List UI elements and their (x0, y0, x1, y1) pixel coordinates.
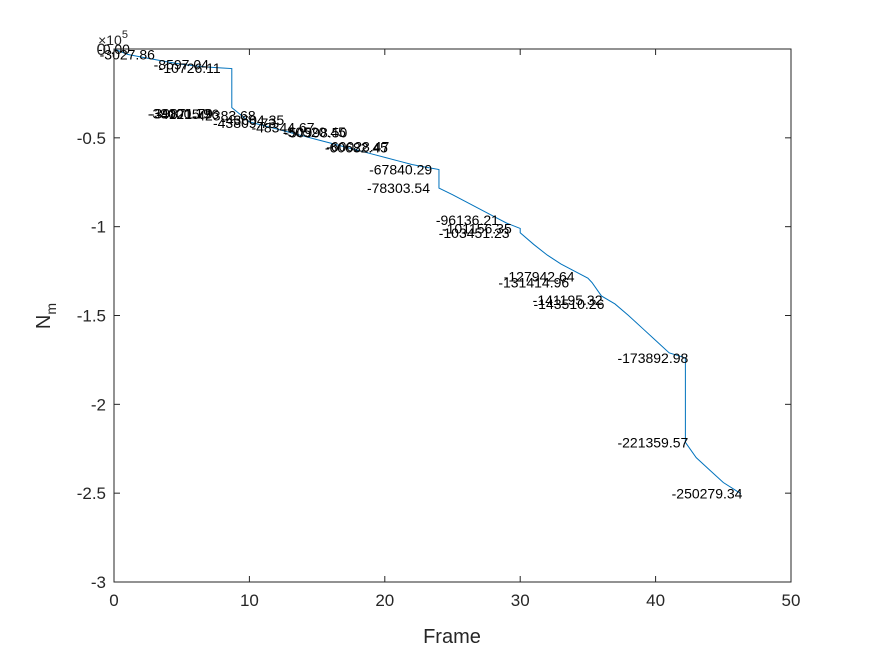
y-tick-label: -1.5 (77, 307, 106, 326)
data-label: -10726.11 (159, 60, 221, 76)
x-tick-label: 0 (109, 591, 118, 610)
data-label: -48344.67 (251, 119, 314, 135)
x-tick-label: 40 (646, 591, 665, 610)
data-label: -67840.29 (369, 162, 432, 178)
y-axis: 0 -0.5 -1 -1.5 -2 -2.5 -3 (77, 40, 791, 592)
data-label-layer: -0.00-3027.86-8597.04-10726.11-39000.19-… (98, 41, 743, 502)
y-exponent-label: ×105 (98, 29, 128, 48)
data-label: -131414.96 (498, 274, 569, 290)
x-axis-label: Frame (423, 626, 481, 648)
data-label: -173892.98 (617, 350, 688, 366)
data-label: -127942.64 (504, 268, 575, 284)
y-tick-label: -1 (91, 218, 106, 237)
series-line (113, 48, 742, 495)
data-label: -43604.35 (221, 112, 284, 128)
x-axis: 0 10 20 30 40 50 (109, 49, 800, 610)
data-label: -60028.47 (326, 139, 389, 155)
data-label: -143510.26 (534, 296, 605, 312)
data-label: -78303.54 (367, 180, 430, 196)
y-axis-label: Nm (33, 303, 59, 329)
y-tick-label: -2.5 (77, 484, 106, 503)
data-layer (113, 48, 742, 495)
data-label: -103451.23 (439, 225, 510, 241)
data-label: -250279.34 (672, 486, 743, 502)
y-tick-label: -0.5 (77, 129, 106, 148)
data-label: -101156.35 (442, 221, 512, 237)
y-tick-label: -2 (91, 395, 106, 414)
data-label: -141195.32 (533, 292, 603, 308)
data-label: -50998.50 (284, 124, 347, 140)
y-tick-label: 0 (97, 40, 106, 59)
data-label: -39000.19 (148, 106, 211, 122)
data-label: -60682.45 (325, 139, 388, 155)
data-label: -221359.57 (617, 434, 688, 450)
data-label: -96136.21 (436, 212, 499, 228)
x-tick-label: 20 (375, 591, 394, 610)
data-label: -3027.86 (100, 46, 155, 62)
data-label: -39871.79 (150, 106, 213, 122)
x-tick-label: 30 (511, 591, 530, 610)
data-label: -43809.73 (213, 115, 276, 131)
plot-area (114, 49, 791, 582)
y-tick-label: -3 (91, 573, 106, 592)
data-label: -42383.68 (193, 108, 256, 124)
data-label: -50520.45 (283, 124, 346, 140)
data-label: -41215.76 (156, 106, 219, 122)
data-label: -8597.04 (154, 56, 209, 72)
x-tick-label: 50 (782, 591, 801, 610)
x-tick-label: 10 (240, 591, 259, 610)
